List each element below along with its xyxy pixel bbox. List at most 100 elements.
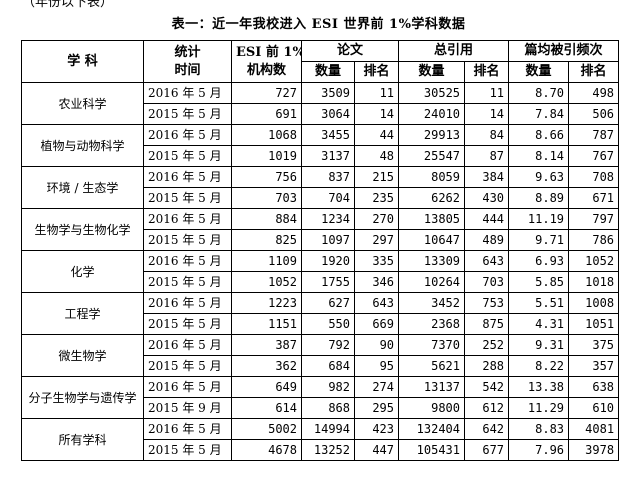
period-cell: 2015 年 5 月 (143, 187, 232, 209)
table-row: 化学 2016 年 5 月 1109 1920 335 13309 643 6.93 1052 (21, 250, 620, 293)
papers-rank-cell: 14 (353, 103, 400, 125)
avg-rank-cell: 4081 (568, 418, 620, 440)
subject-cell: 所有学科 (21, 418, 144, 461)
esi-cell: 1052 (231, 271, 302, 293)
period-cell: 2016 年 5 月 (143, 292, 232, 314)
avg-rank-cell: 638 (568, 376, 620, 398)
header-avg-rank: 排名 (568, 61, 620, 83)
esi-cell: 884 (231, 208, 302, 230)
papers-rank-cell: 669 (353, 313, 400, 335)
cit-rank-cell: 677 (464, 439, 510, 461)
cit-count-cell: 9800 (398, 397, 466, 419)
esi-cell: 1223 (231, 292, 302, 314)
papers-count-cell: 982 (301, 376, 355, 398)
papers-count-cell: 3455 (301, 124, 355, 146)
avg-count-cell: 7.96 (508, 439, 570, 461)
header-citations-rank: 排名 (464, 61, 510, 83)
period-cell: 2016 年 5 月 (143, 334, 232, 356)
avg-count-cell: 8.22 (508, 355, 570, 377)
papers-count-cell: 550 (301, 313, 355, 335)
header-papers: 论文 (300, 40, 400, 62)
avg-count-cell: 8.89 (508, 187, 570, 209)
esi-cell: 649 (231, 376, 302, 398)
header-citations-count: 数量 (398, 61, 466, 83)
papers-rank-cell: 643 (353, 292, 400, 314)
papers-count-cell: 3064 (301, 103, 355, 125)
period-cell: 2016 年 5 月 (143, 376, 232, 398)
papers-rank-cell: 423 (353, 418, 400, 440)
table-row: 2015 年 5 月 825 1097 297 10647 489 9.71 786 (22, 229, 620, 251)
papers-rank-cell: 95 (353, 355, 400, 377)
period-cell: 2015 年 5 月 (143, 103, 232, 125)
papers-rank-cell: 274 (353, 376, 400, 398)
papers-rank-cell: 44 (353, 124, 400, 146)
table-row: 2015 年 5 月 4678 13252 447 105431 677 7.96 3978 (22, 439, 620, 461)
cit-count-cell: 10264 (398, 271, 466, 293)
avg-count-cell: 5.51 (508, 292, 570, 314)
papers-rank-cell: 335 (353, 250, 400, 272)
avg-count-cell: 11.19 (508, 208, 570, 230)
avg-count-cell: 9.31 (508, 334, 570, 356)
cit-rank-cell: 11 (464, 82, 510, 104)
cit-count-cell: 30525 (398, 82, 466, 104)
period-cell: 2015 年 5 月 (143, 313, 232, 335)
papers-rank-cell: 295 (353, 397, 400, 419)
esi-cell: 362 (231, 355, 302, 377)
avg-count-cell: 8.66 (508, 124, 570, 146)
table-row: 2015 年 5 月 362 684 95 5621 288 8.22 357 (22, 355, 620, 377)
esi-cell: 4678 (231, 439, 302, 461)
papers-count-cell: 13252 (301, 439, 355, 461)
period-cell: 2015 年 5 月 (143, 271, 232, 293)
period-cell: 2015 年 9 月 (143, 397, 232, 419)
avg-rank-cell: 610 (568, 397, 620, 419)
top-text-fragment: （年份以下表） (22, 0, 114, 10)
esi-data-table: 学 科 统计 时间 ESI 前 1% 机构数 论文 总引用 篇均被引频次 数量 … (21, 40, 620, 461)
avg-rank-cell: 506 (568, 103, 620, 125)
avg-rank-cell: 671 (568, 187, 620, 209)
papers-count-cell: 1097 (301, 229, 355, 251)
header-esi-line1: ESI 前 1% (236, 44, 302, 60)
cit-rank-cell: 14 (464, 103, 510, 125)
esi-cell: 1068 (231, 124, 302, 146)
avg-rank-cell: 1052 (568, 250, 620, 272)
table-row: 2015 年 5 月 703 704 235 6262 430 8.89 671 (22, 187, 620, 209)
esi-cell: 825 (231, 229, 302, 251)
papers-rank-cell: 235 (353, 187, 400, 209)
cit-rank-cell: 430 (464, 187, 510, 209)
cit-count-cell: 105431 (398, 439, 466, 461)
avg-count-cell: 9.63 (508, 166, 570, 188)
cit-count-cell: 132404 (398, 418, 466, 440)
header-avg-citations: 篇均被引频次 (508, 40, 620, 62)
cit-count-cell: 13137 (398, 376, 466, 398)
header-esi: ESI 前 1% 机构数 (231, 40, 302, 83)
esi-cell: 1019 (231, 145, 302, 167)
avg-count-cell: 7.84 (508, 103, 570, 125)
cit-rank-cell: 753 (464, 292, 510, 314)
period-cell: 2016 年 5 月 (143, 82, 232, 104)
period-cell: 2015 年 5 月 (143, 439, 232, 461)
table-row: 微生物学 2016 年 5 月 387 792 90 7370 252 9.31 375 (21, 334, 620, 377)
cit-count-cell: 10647 (398, 229, 466, 251)
table-row: 农业科学 2016 年 5 月 727 3509 11 30525 11 8.70 498 (21, 82, 620, 125)
table-body: 农业科学 2016 年 5 月 727 3509 11 30525 11 8.70 498 201… (21, 82, 620, 461)
period-cell: 2016 年 5 月 (143, 208, 232, 230)
cit-rank-cell: 444 (464, 208, 510, 230)
avg-rank-cell: 357 (568, 355, 620, 377)
table-row: 2015 年 5 月 691 3064 14 24010 14 7.84 506 (22, 103, 620, 125)
papers-rank-cell: 346 (353, 271, 400, 293)
papers-count-cell: 792 (301, 334, 355, 356)
avg-count-cell: 5.85 (508, 271, 570, 293)
papers-rank-cell: 297 (353, 229, 400, 251)
cit-rank-cell: 703 (464, 271, 510, 293)
cit-count-cell: 24010 (398, 103, 466, 125)
header-subject: 学 科 (21, 40, 144, 83)
header-avg-count: 数量 (508, 61, 570, 83)
avg-rank-cell: 797 (568, 208, 620, 230)
cit-count-cell: 29913 (398, 124, 466, 146)
papers-count-cell: 1755 (301, 271, 355, 293)
subject-cell: 植物与动物科学 (21, 124, 144, 167)
subject-cell: 化学 (21, 250, 144, 293)
period-cell: 2016 年 5 月 (143, 418, 232, 440)
avg-rank-cell: 786 (568, 229, 620, 251)
esi-cell: 5002 (231, 418, 302, 440)
